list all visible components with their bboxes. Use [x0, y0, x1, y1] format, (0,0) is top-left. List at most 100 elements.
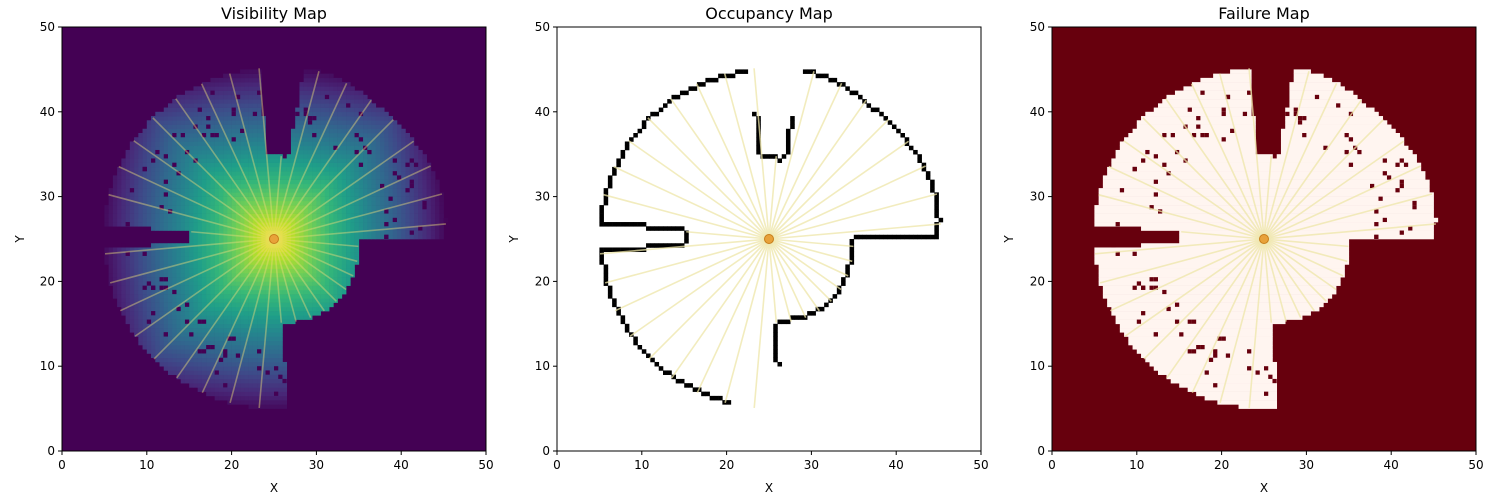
visibility-cell [223, 239, 228, 244]
visibility-cell [223, 205, 228, 210]
visibility-cell [197, 332, 203, 337]
visibility-cell [193, 251, 198, 257]
visibility-cell [286, 315, 292, 320]
x-tick-label: 50 [478, 458, 493, 472]
visibility-cell [210, 162, 215, 168]
visibility-cell [138, 306, 143, 312]
visibility-cell [240, 289, 245, 295]
wall-cell [663, 370, 668, 375]
visibility-cell [401, 183, 406, 189]
sensor-ray [768, 238, 807, 319]
visibility-cell [240, 323, 245, 329]
visibility-cell [240, 230, 245, 236]
wall-cell [900, 133, 905, 138]
visibility-cell [163, 255, 169, 261]
plot-area-failure-map [1052, 27, 1476, 451]
visibility-cell [197, 345, 203, 350]
visibility-cell [168, 268, 173, 274]
occluded-cell [1395, 188, 1400, 193]
x-tick-label: 0 [1048, 458, 1056, 472]
visibility-cell [350, 145, 355, 151]
occluded-cell [278, 374, 283, 379]
visibility-cell [290, 289, 296, 295]
visibility-cell [261, 404, 266, 409]
visibility-cell [231, 90, 237, 96]
visibility-cell [176, 315, 182, 320]
visibility-cell [299, 209, 304, 214]
visibility-cell [193, 319, 198, 325]
visibility-cell [375, 183, 381, 189]
visibility-cell [341, 255, 347, 261]
occluded-cell [151, 311, 156, 316]
visibility-cell [244, 77, 249, 83]
occluded-cell [197, 319, 202, 324]
visibility-cell [168, 196, 173, 202]
visibility-cell [210, 357, 215, 363]
visibility-cell [303, 289, 309, 295]
visibility-cell [346, 175, 351, 180]
visibility-cell [320, 107, 326, 113]
occluded-cell [388, 196, 393, 201]
visibility-cell [172, 116, 177, 121]
visibility-cell [146, 149, 152, 155]
visibility-cell [206, 179, 211, 185]
visibility-cell [324, 226, 330, 231]
visibility-cell [303, 272, 309, 278]
sensor-ray [273, 238, 337, 302]
visibility-cell [210, 255, 215, 261]
visibility-cell [350, 158, 355, 163]
visibility-cell [337, 268, 343, 274]
visibility-cell [235, 391, 241, 397]
visibility-cell [248, 192, 254, 197]
visibility-cell [231, 264, 237, 269]
visibility-cell [168, 166, 173, 172]
visibility-cell [337, 260, 343, 265]
visibility-cell [274, 328, 279, 333]
visibility-cell [265, 378, 271, 384]
visibility-cell [320, 289, 326, 295]
visibility-cell [159, 145, 165, 151]
visibility-cell [218, 205, 224, 210]
visibility-cell [358, 90, 364, 96]
visibility-cell [210, 247, 215, 253]
visibility-cell [218, 162, 224, 168]
visibility-cell [210, 99, 215, 104]
visibility-cell [197, 205, 203, 210]
visibility-cell [426, 192, 432, 197]
visibility-cell [286, 289, 292, 295]
visibility-cell [227, 217, 232, 223]
visibility-cell [396, 158, 402, 163]
visibility-cell [172, 99, 177, 104]
visibility-cell [206, 383, 211, 388]
robot-marker [764, 234, 774, 244]
visibility-cell [320, 205, 326, 210]
visibility-cell [329, 154, 334, 159]
visibility-cell [121, 183, 126, 189]
visibility-cell [163, 226, 169, 231]
visibility-cell [341, 179, 347, 185]
wall-cell [603, 200, 609, 206]
visibility-cell [142, 277, 148, 282]
visibility-cell [337, 94, 343, 100]
visibility-cell [422, 217, 427, 223]
visibility-cell [168, 323, 173, 329]
visibility-cell [155, 183, 160, 189]
visibility-cell [108, 222, 114, 227]
visibility-cell [235, 383, 241, 388]
visibility-cell [134, 323, 139, 329]
visibility-cell [227, 378, 232, 384]
free-cells [1102, 294, 1333, 299]
visibility-cell [201, 111, 207, 117]
visibility-cell [337, 234, 343, 240]
free-cells [1098, 188, 1430, 193]
occluded-cell [1344, 133, 1349, 138]
visibility-cell [341, 289, 347, 295]
occluded-cell [125, 251, 130, 256]
wall-cell [883, 116, 889, 121]
visibility-cell [401, 205, 406, 210]
visibility-cell [337, 209, 343, 214]
visibility-cell [163, 149, 169, 155]
wall-cell [824, 302, 829, 308]
occluded-cell [193, 158, 198, 163]
visibility-cell [201, 179, 207, 185]
